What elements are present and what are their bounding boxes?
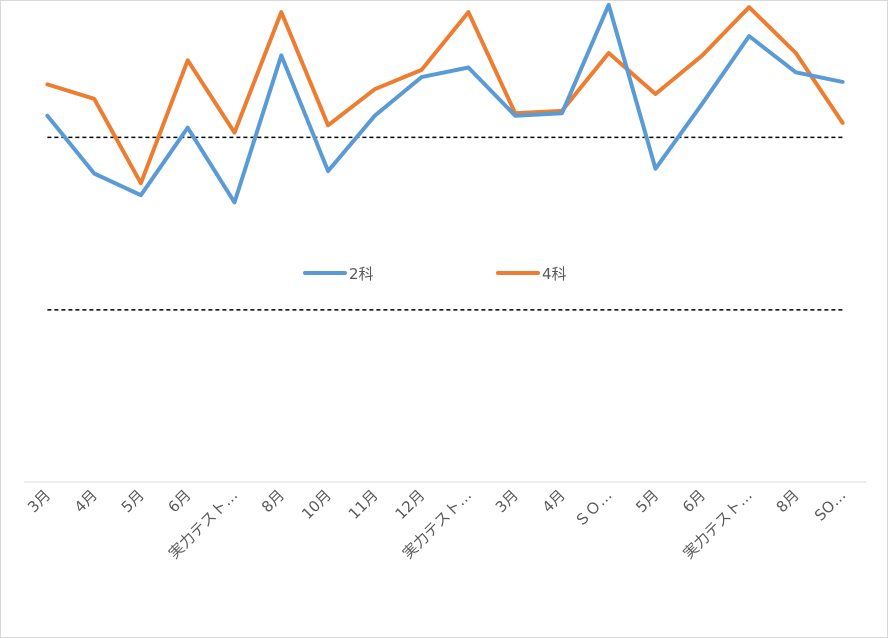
legend-entry-2: 4科	[496, 265, 567, 283]
legend: 2科 4科	[303, 265, 567, 283]
series-line-1	[45, 2, 845, 205]
x-tick-label: 12月	[392, 486, 429, 523]
x-tick-label: 6月	[164, 486, 194, 516]
x-tick-label: 5月	[118, 486, 148, 516]
legend-label: 4科	[542, 265, 567, 283]
x-tick-label: 3月	[24, 486, 54, 516]
x-tick-label: 6月	[679, 486, 709, 516]
legend-entry-1: 2科	[303, 265, 374, 283]
x-tick-label: 4月	[71, 486, 101, 516]
x-tick-label: 5月	[632, 486, 662, 516]
x-tick-label: 10月	[298, 486, 335, 523]
x-tick-label: 8月	[773, 486, 803, 516]
x-tick-label: 4月	[539, 486, 569, 516]
series-line-2	[45, 5, 845, 186]
legend-label: 2科	[349, 265, 374, 283]
x-tick-label: 3月	[492, 486, 522, 516]
reference-lines	[47, 136, 843, 311]
series-lines	[45, 2, 845, 205]
x-tick-label: 8月	[258, 486, 288, 516]
x-tick-label: SO…	[811, 486, 849, 524]
x-tick-label: ＳＯ…	[571, 486, 616, 531]
x-tick-label: 11月	[345, 486, 382, 523]
